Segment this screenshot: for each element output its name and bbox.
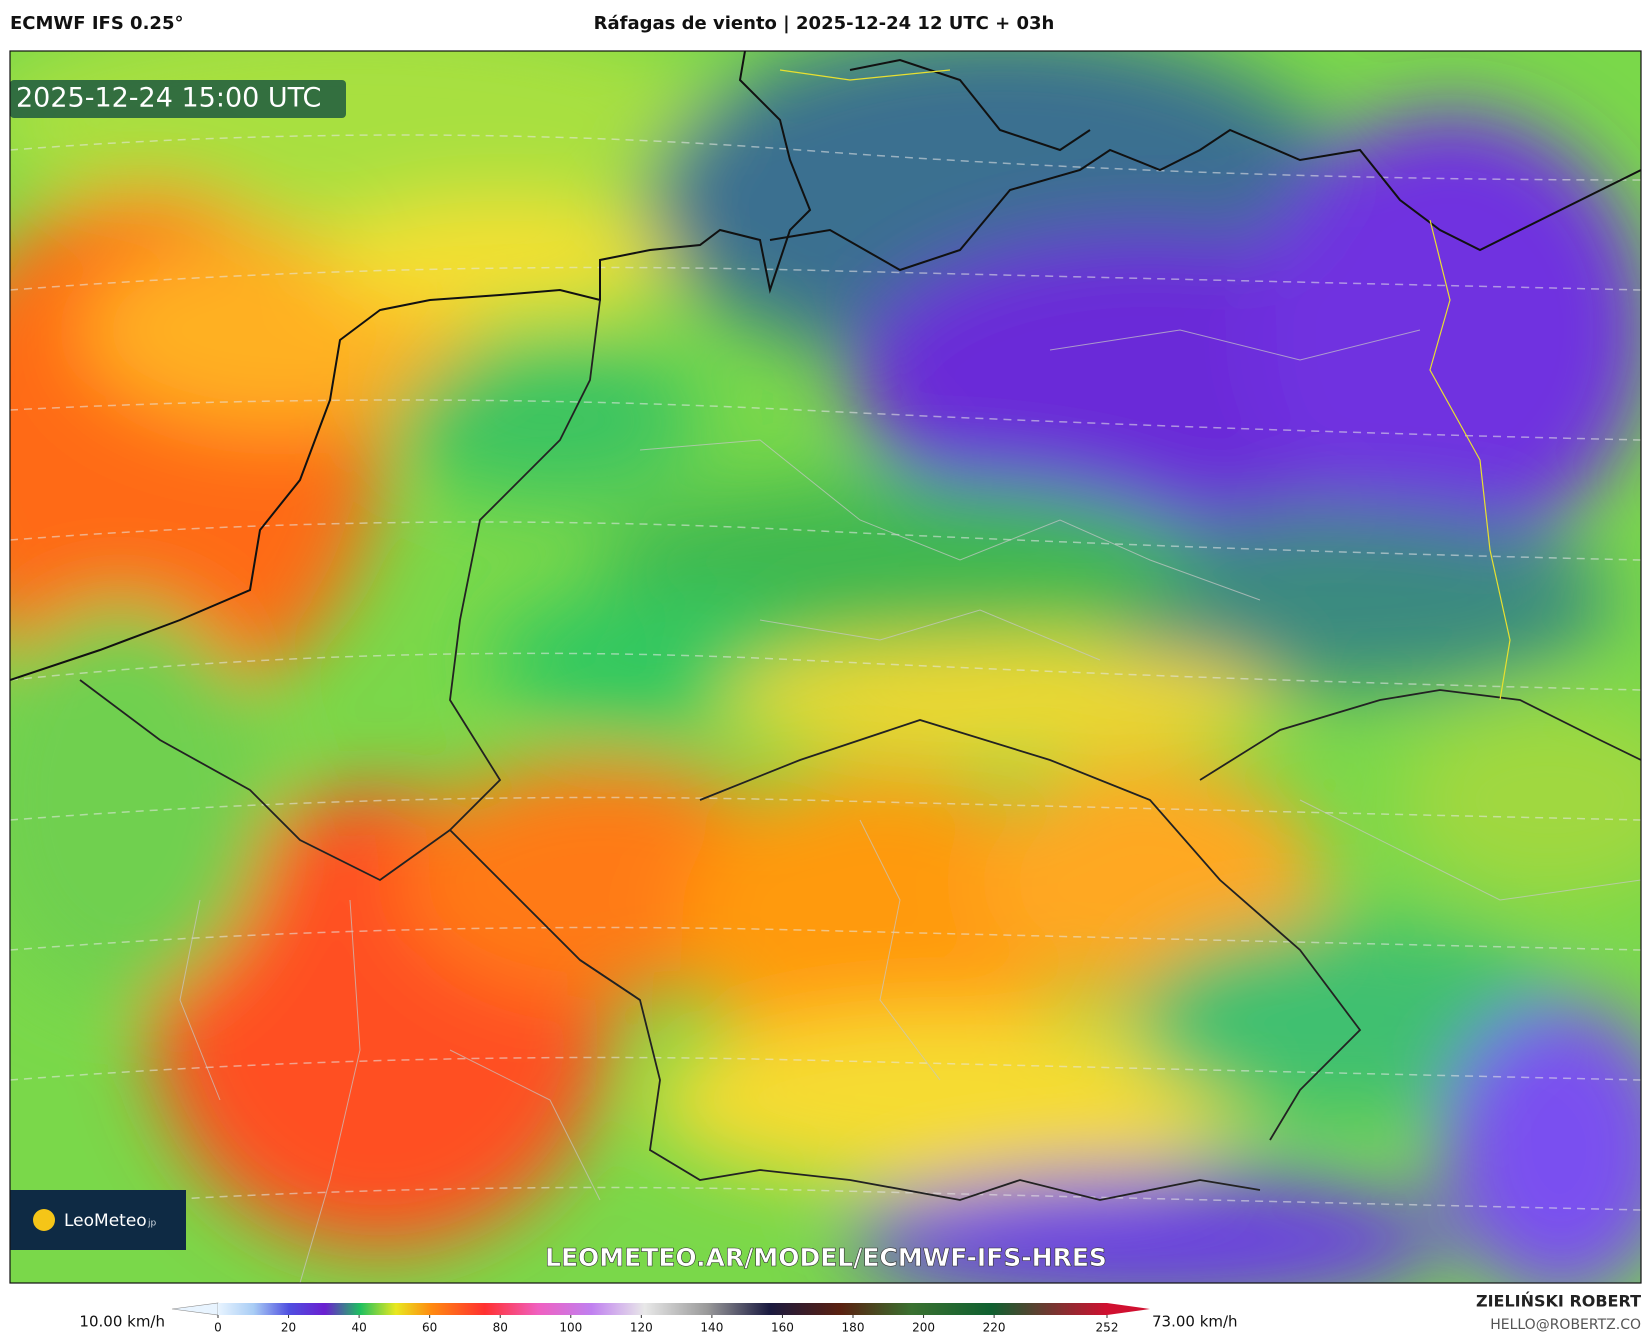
author-email: HELLO@ROBERTZ.CO — [1490, 1317, 1641, 1333]
border-highlight — [779, 69, 1511, 701]
isobars — [10, 134, 1641, 1211]
colorbar-tick-label: 100 — [559, 1321, 582, 1335]
country-borders — [79, 299, 1641, 1201]
author: ZIELIŃSKI ROBERT — [1476, 1292, 1641, 1311]
logo-sun — [33, 1209, 55, 1231]
colorbar-tick-label: 120 — [630, 1321, 653, 1335]
colorbar-tick-label: 160 — [771, 1321, 794, 1335]
colorbar-max-label: 73.00 km/h — [1152, 1313, 1238, 1331]
model-name: ECMWF IFS 0.25° — [10, 13, 183, 34]
colorbar-tick-label: 252 — [1096, 1321, 1119, 1335]
colorbar-tick-label: 220 — [983, 1321, 1006, 1335]
map-frame — [9, 50, 1642, 1284]
colorbar-tick-label: 180 — [842, 1321, 865, 1335]
source-url: LEOMETEO.AR/MODEL/ECMWF-IFS-HRES — [545, 1243, 1107, 1272]
colorbar-min-arrow — [171, 1302, 219, 1316]
colorbar-tick-label: 60 — [422, 1321, 437, 1335]
timestamp-box — [10, 80, 346, 118]
region-borders — [179, 329, 1641, 1283]
colorbar: 10.00 km/h 73.00 km/h 0 20 40 60 80 100 120 140… — [79, 1302, 1238, 1335]
colorbar-tick-label: 0 — [214, 1321, 222, 1335]
valid-time: 2025-12-24 15:00 UTC — [16, 83, 321, 114]
colorbar-max-arrow — [1107, 1303, 1150, 1315]
colorbar-tick-label: 140 — [700, 1321, 723, 1335]
colorbar-tick-label: 80 — [493, 1321, 508, 1335]
colorbar-tick-label: 40 — [351, 1321, 366, 1335]
logo-suffix: jp — [147, 1219, 157, 1229]
wind-gust-field: 2025-12-24 15:00 UTC LeoMeteo jp LEOMETE… — [10, 51, 1641, 1283]
chart-title: Ráfagas de viento | 2025-12-24 12 UTC + … — [594, 13, 1055, 34]
colorbar-tick-label: 200 — [912, 1321, 935, 1335]
colorbar-scale — [218, 1303, 1107, 1315]
colorbar-min-label: 10.00 km/h — [79, 1313, 165, 1331]
logo-text: LeoMeteo — [64, 1211, 147, 1231]
colorbar-tick-label: 20 — [281, 1321, 296, 1335]
